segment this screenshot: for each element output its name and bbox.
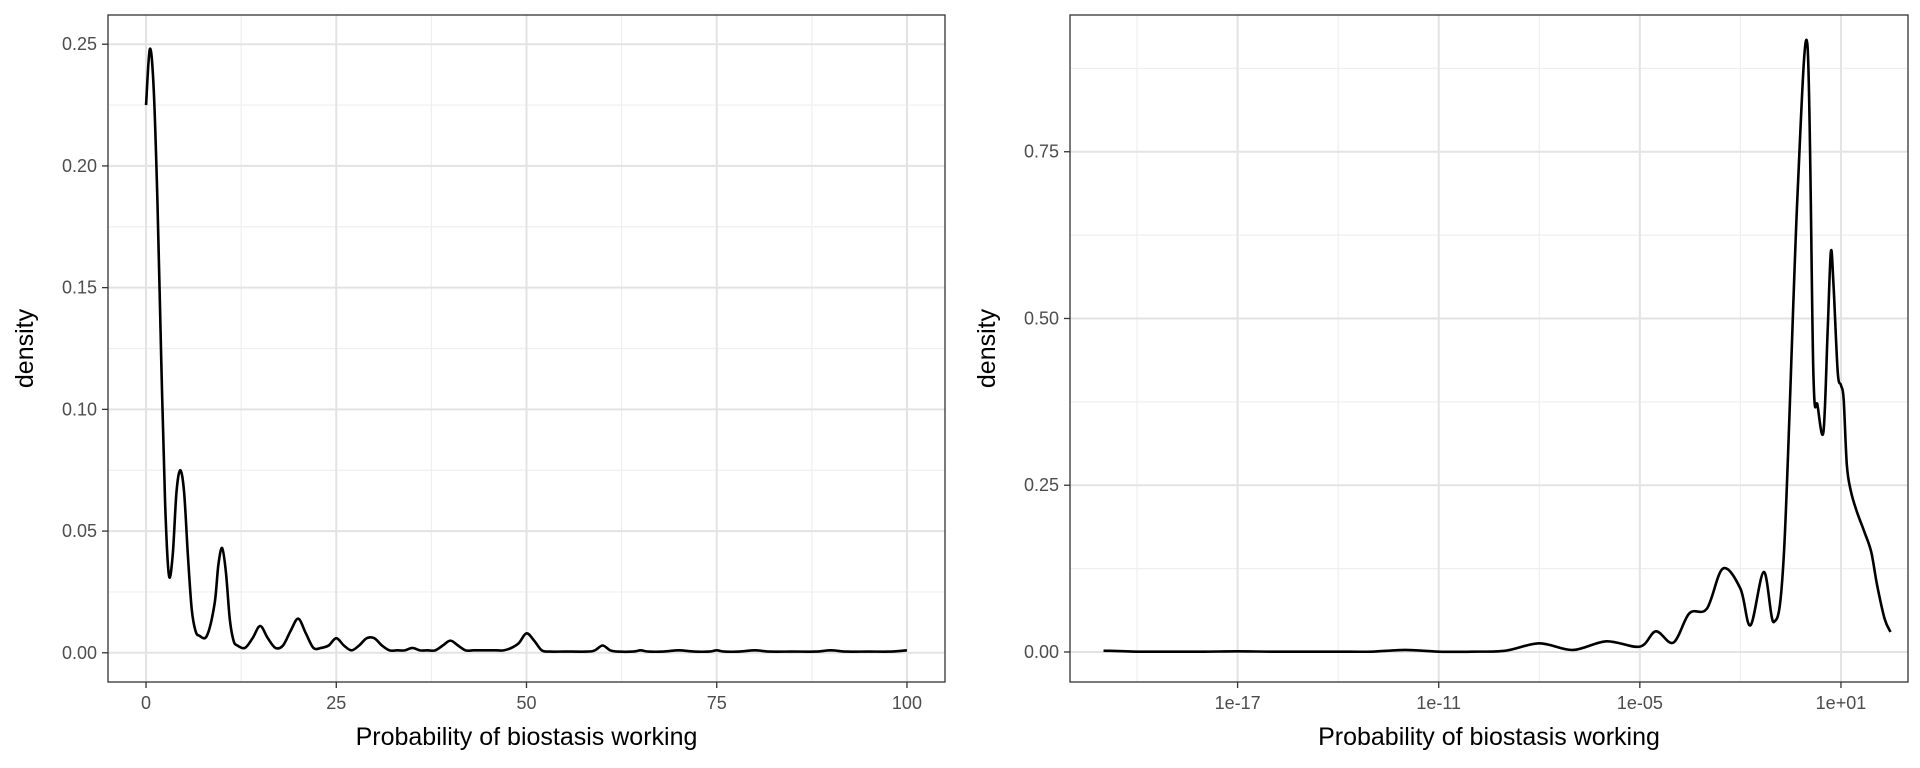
right-gridlines bbox=[1070, 15, 1908, 682]
y-tick-label: 0.50 bbox=[1024, 308, 1059, 328]
right-density-curve bbox=[1103, 38, 1892, 654]
y-tick-label: 0.75 bbox=[1024, 142, 1059, 162]
y-tick-label: 0.00 bbox=[1024, 642, 1059, 662]
y-tick-label: 0.20 bbox=[62, 156, 97, 176]
right-y-axis-title: density bbox=[973, 308, 1001, 388]
right-panel: 1e-17 1e-11 1e-05 1e+01 0.00 0.25 0.50 0.75 Pro… bbox=[973, 14, 1909, 751]
y-tick-label: 0.05 bbox=[62, 521, 97, 541]
x-tick-label: 50 bbox=[516, 693, 536, 713]
left-density-curve bbox=[144, 47, 908, 654]
left-x-axis-title: Probability of biostasis working bbox=[356, 723, 698, 751]
x-tick-label: 1e-05 bbox=[1617, 693, 1663, 713]
x-tick-label: 1e+01 bbox=[1816, 693, 1867, 713]
y-tick-label: 0.00 bbox=[62, 643, 97, 663]
left-gridlines bbox=[108, 15, 945, 682]
y-tick-label: 0.15 bbox=[62, 278, 97, 298]
right-x-axis-title: Probability of biostasis working bbox=[1318, 723, 1660, 751]
y-tick-label: 0.25 bbox=[1024, 475, 1059, 495]
density-series-line bbox=[1103, 38, 1892, 654]
right-ticks: 1e-17 1e-11 1e-05 1e+01 0.00 0.25 0.50 0.75 bbox=[1024, 142, 1866, 713]
x-tick-label: 1e-11 bbox=[1416, 693, 1461, 713]
x-tick-label: 75 bbox=[707, 693, 727, 713]
x-tick-label: 0 bbox=[141, 693, 151, 713]
x-tick-label: 1e-17 bbox=[1215, 693, 1261, 713]
left-y-axis-title: density bbox=[11, 308, 39, 388]
left-ticks: 0 25 50 75 100 0.00 0.05 0.10 0.15 0.20 0.25 bbox=[62, 34, 922, 713]
right-panel-border bbox=[1069, 14, 1909, 683]
density-series-line bbox=[144, 47, 908, 654]
y-tick-label: 0.10 bbox=[62, 399, 97, 419]
x-tick-label: 100 bbox=[892, 693, 922, 713]
y-tick-label: 0.25 bbox=[62, 34, 97, 54]
x-tick-label: 25 bbox=[326, 693, 346, 713]
left-panel: 0 25 50 75 100 0.00 0.05 0.10 0.15 0.20 0.25 Proba… bbox=[11, 14, 946, 751]
